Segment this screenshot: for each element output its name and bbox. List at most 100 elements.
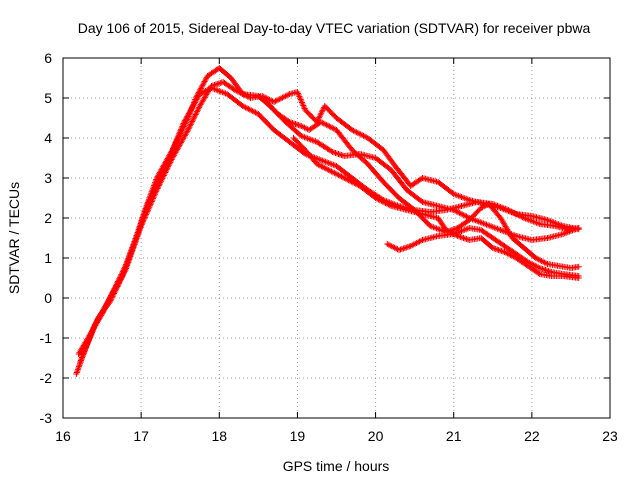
data-point bbox=[328, 148, 335, 155]
chart-title: Day 106 of 2015, Sidereal Day-to-day VTE… bbox=[78, 20, 591, 36]
y-tick-label: -2 bbox=[40, 370, 53, 386]
data-point bbox=[146, 202, 153, 209]
data-point bbox=[191, 112, 198, 119]
data-point bbox=[285, 118, 292, 125]
data-point bbox=[166, 160, 173, 167]
data-point bbox=[138, 223, 145, 229]
data-point bbox=[382, 200, 389, 207]
data-point bbox=[162, 169, 169, 176]
data-point bbox=[317, 111, 324, 118]
data-point bbox=[236, 89, 243, 96]
data-point bbox=[153, 188, 160, 195]
data-point bbox=[575, 273, 582, 279]
x-tick-label: 19 bbox=[290, 428, 306, 444]
data-point bbox=[175, 134, 182, 141]
data-point bbox=[163, 166, 170, 173]
data-point bbox=[198, 85, 204, 92]
data-point bbox=[150, 195, 156, 202]
data-point bbox=[195, 89, 202, 96]
data-point bbox=[141, 215, 148, 222]
data-point bbox=[145, 205, 152, 212]
data-point bbox=[345, 177, 352, 184]
data-point bbox=[174, 136, 181, 143]
data-point bbox=[575, 226, 582, 233]
y-axis-label: SDTVAR / TECUs bbox=[6, 182, 22, 294]
data-point bbox=[183, 117, 190, 124]
data-point bbox=[177, 130, 184, 137]
data-point bbox=[193, 93, 200, 100]
data-point bbox=[202, 77, 209, 84]
data-point bbox=[168, 157, 174, 164]
x-tick-label: 16 bbox=[55, 428, 71, 444]
y-tick-label: 4 bbox=[44, 130, 52, 146]
x-tick-label: 20 bbox=[368, 428, 384, 444]
data-point bbox=[353, 129, 360, 136]
data-point bbox=[121, 268, 128, 275]
data-point bbox=[279, 94, 286, 101]
data-series bbox=[73, 65, 582, 377]
data-point bbox=[357, 131, 364, 138]
data-point bbox=[180, 124, 187, 131]
data-point bbox=[186, 124, 193, 131]
data-point bbox=[142, 212, 149, 219]
x-tick-label: 23 bbox=[602, 428, 618, 444]
data-point bbox=[183, 119, 189, 126]
data-point bbox=[195, 105, 202, 112]
data-point bbox=[184, 116, 191, 123]
data-point bbox=[316, 114, 323, 121]
y-tick-label: 2 bbox=[44, 210, 52, 226]
data-point bbox=[242, 104, 249, 111]
data-point bbox=[182, 120, 189, 127]
data-point bbox=[194, 108, 200, 115]
data-point bbox=[189, 117, 196, 124]
series-track-3 bbox=[77, 79, 582, 365]
y-tick-label: 5 bbox=[44, 90, 52, 106]
data-point bbox=[375, 196, 382, 203]
x-tick-label: 21 bbox=[446, 428, 462, 444]
data-point bbox=[200, 81, 207, 88]
data-point bbox=[157, 179, 164, 186]
data-point bbox=[150, 194, 157, 201]
y-tick-label: -3 bbox=[40, 410, 53, 426]
data-point bbox=[273, 97, 280, 104]
y-tick-label: -1 bbox=[40, 330, 53, 346]
data-point bbox=[191, 114, 198, 121]
data-point bbox=[148, 198, 155, 205]
data-point bbox=[327, 124, 334, 131]
data-point bbox=[249, 108, 256, 115]
data-point bbox=[174, 137, 180, 144]
data-point bbox=[344, 176, 351, 183]
data-point bbox=[328, 168, 335, 175]
data-point bbox=[351, 180, 358, 187]
data-point bbox=[234, 88, 241, 95]
data-point bbox=[320, 120, 327, 127]
plot-frame bbox=[62, 57, 611, 419]
y-tick-label: 1 bbox=[44, 250, 52, 266]
data-point bbox=[179, 126, 186, 133]
x-tick-label: 18 bbox=[211, 428, 227, 444]
data-point bbox=[334, 171, 341, 178]
data-point bbox=[455, 209, 461, 216]
data-point bbox=[147, 201, 154, 208]
data-point bbox=[176, 131, 183, 138]
x-tick-labels: 16 17 18 19 20 21 22 23 bbox=[55, 428, 618, 444]
x-tick-label: 22 bbox=[524, 428, 540, 444]
data-point bbox=[192, 111, 199, 118]
data-point bbox=[73, 369, 80, 376]
data-point bbox=[144, 208, 151, 215]
data-point bbox=[178, 129, 185, 136]
data-point bbox=[185, 127, 191, 133]
data-point bbox=[151, 191, 158, 198]
data-point bbox=[187, 122, 194, 129]
data-point bbox=[339, 174, 346, 181]
data-point bbox=[248, 107, 255, 114]
data-point bbox=[326, 123, 333, 130]
data-point bbox=[189, 118, 196, 125]
data-point bbox=[139, 220, 146, 227]
data-point bbox=[173, 139, 180, 145]
data-point bbox=[418, 198, 425, 204]
data-point bbox=[359, 132, 366, 139]
data-point bbox=[160, 173, 167, 180]
data-point bbox=[386, 202, 393, 209]
